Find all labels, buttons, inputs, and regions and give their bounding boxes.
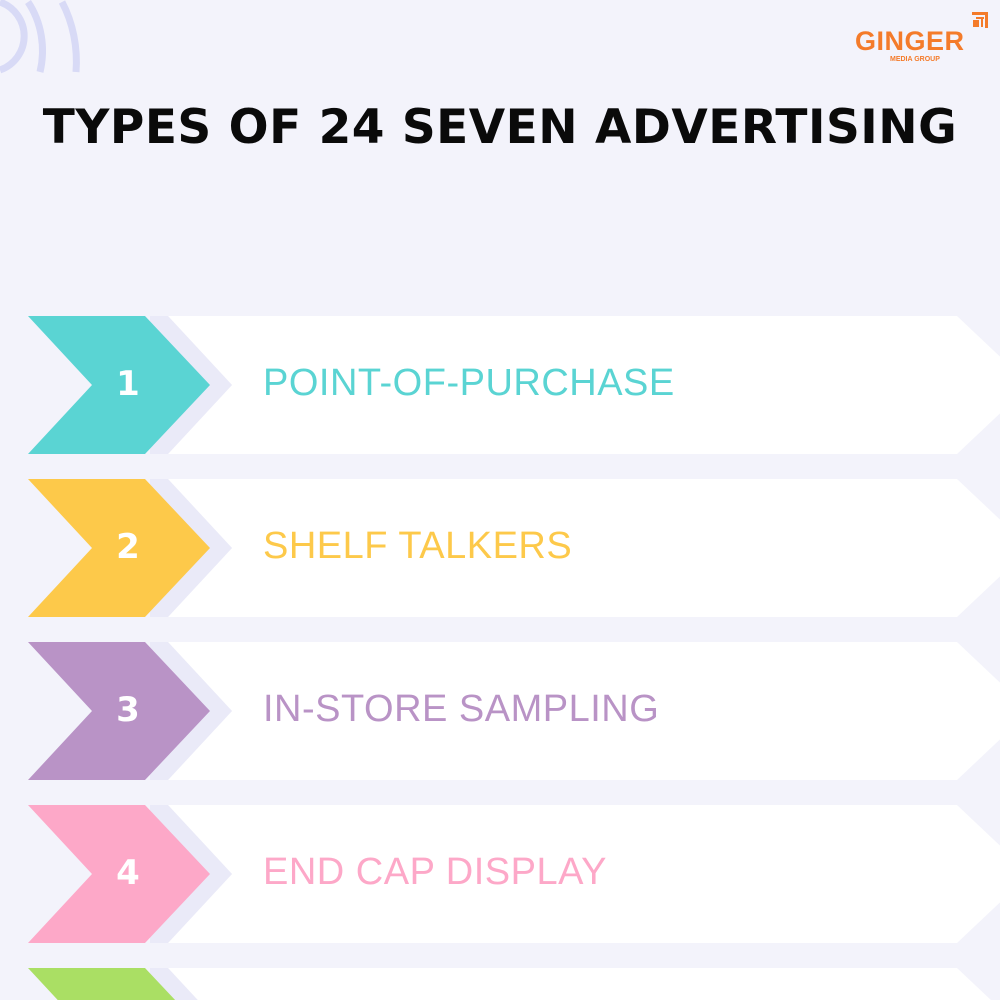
item-row-background: [168, 479, 1000, 617]
list-item: [28, 642, 1000, 780]
chevron-badge: [28, 968, 176, 1000]
chevron-badge: [28, 642, 210, 780]
item-number: 1: [116, 364, 140, 404]
logo-mark-icon: [972, 12, 988, 28]
chevron-badge: [28, 316, 210, 454]
item-number: 4: [116, 853, 140, 893]
page-title: TYPES OF 24 SEVEN ADVERTISING: [42, 100, 958, 155]
list-item: [28, 805, 1000, 943]
list-item: [28, 968, 991, 1000]
item-row-background: [168, 642, 1000, 780]
item-label: IN-STORE SAMPLING: [263, 688, 660, 730]
list-item: [28, 479, 1000, 617]
decorative-arcs: [0, 0, 80, 74]
item-number: 3: [116, 690, 140, 730]
item-row-background: [168, 316, 1000, 454]
chevron-badge: [28, 479, 210, 617]
item-label: END CAP DISPLAY: [263, 851, 607, 893]
item-row-background: [168, 968, 991, 1000]
logo-text: GINGER: [855, 26, 965, 56]
list-item: [28, 316, 1000, 454]
item-label: POINT-OF-PURCHASE: [263, 362, 675, 404]
item-number: 2: [116, 527, 140, 567]
chevron-badge: [28, 805, 210, 943]
item-row-background: [168, 805, 1000, 943]
logo-subtitle: MEDIA GROUP: [890, 56, 940, 63]
item-label: SHELF TALKERS: [263, 525, 573, 567]
ginger-logo: GINGER MEDIA GROUP: [855, 12, 988, 66]
